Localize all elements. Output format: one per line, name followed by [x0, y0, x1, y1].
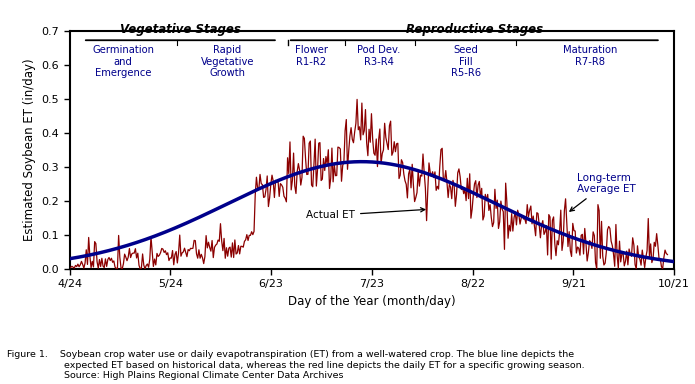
Text: Actual ET: Actual ET [306, 208, 425, 220]
Text: Pod Dev.
R3-R4: Pod Dev. R3-R4 [357, 45, 400, 66]
Y-axis label: Estimated Soybean ET (in/day): Estimated Soybean ET (in/day) [23, 58, 35, 241]
Text: Figure 1.    Soybean crop water use or daily evapotranspiration (ET) from a well: Figure 1. Soybean crop water use or dail… [7, 350, 584, 380]
X-axis label: Day of the Year (month/day): Day of the Year (month/day) [288, 295, 456, 308]
Text: Reproductive Stages: Reproductive Stages [406, 23, 543, 36]
Text: Vegetative Stages: Vegetative Stages [120, 23, 240, 36]
Text: Flower
R1-R2: Flower R1-R2 [295, 45, 328, 66]
Text: Germination
and
Emergence: Germination and Emergence [92, 45, 154, 78]
Text: Long-term
Average ET: Long-term Average ET [570, 173, 635, 211]
Text: Rapid
Vegetative
Growth: Rapid Vegetative Growth [201, 45, 254, 78]
Text: Seed
Fill
R5-R6: Seed Fill R5-R6 [451, 45, 481, 78]
Text: Maturation
R7-R8: Maturation R7-R8 [563, 45, 617, 66]
